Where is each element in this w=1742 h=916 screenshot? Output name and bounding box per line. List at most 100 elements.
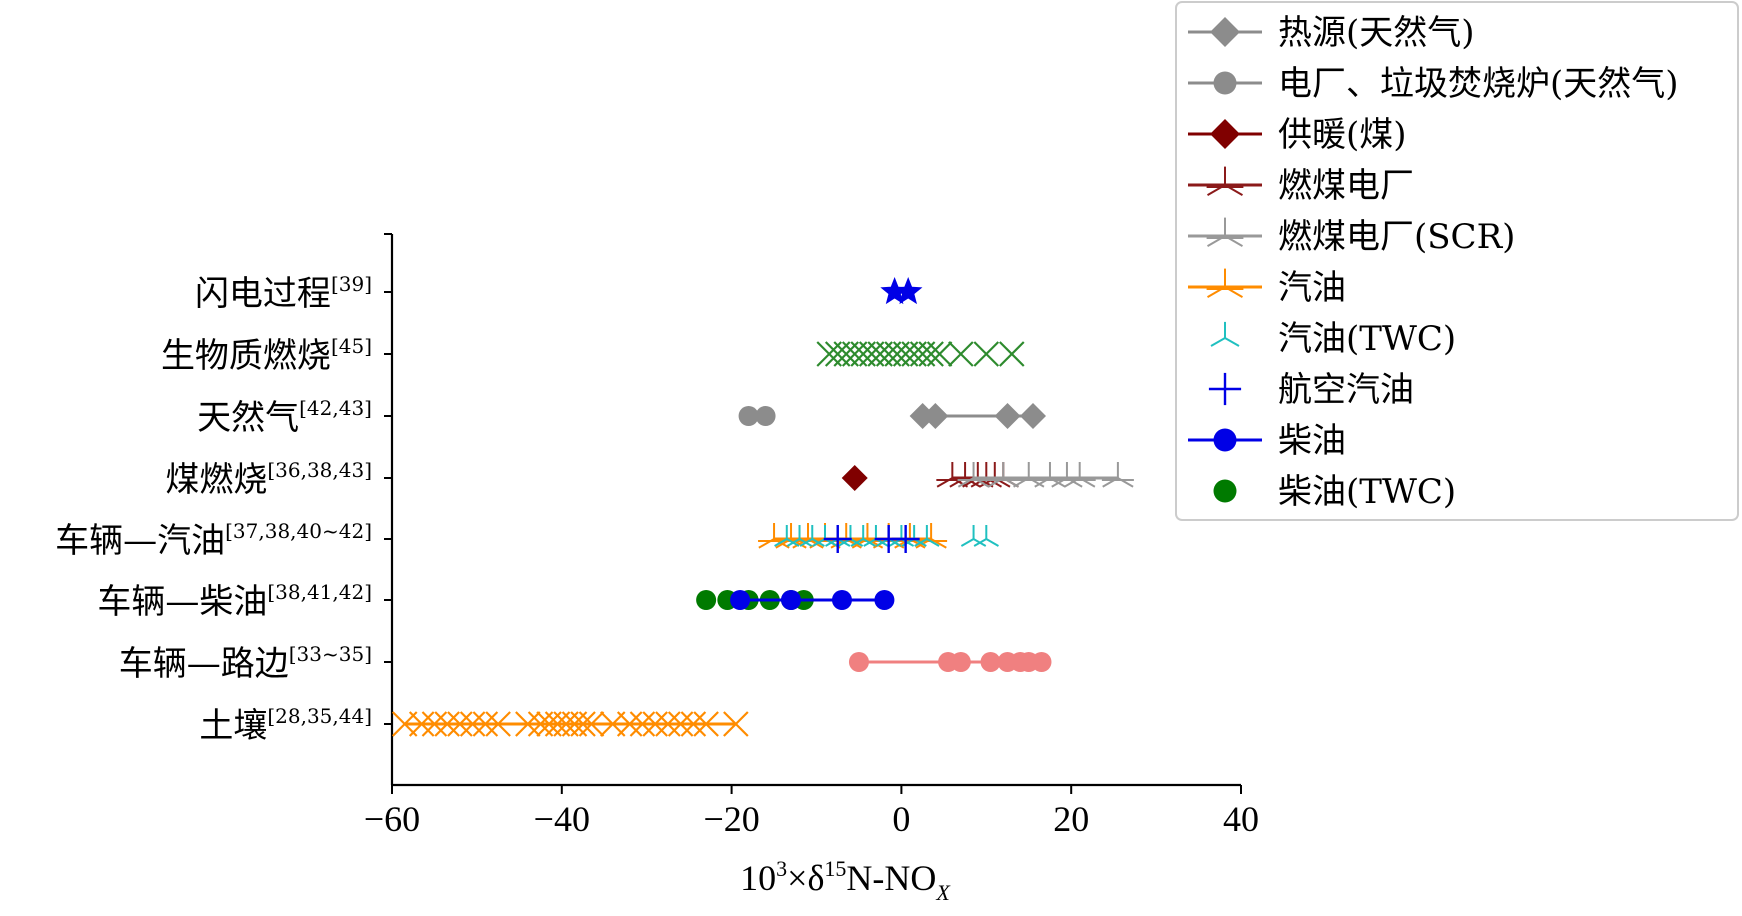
data-point	[1206, 268, 1244, 298]
data-point	[1063, 462, 1096, 488]
data-marks	[391, 277, 1134, 737]
data-point	[880, 277, 909, 305]
y-tick-label: 车辆—路边[33~35]	[119, 642, 372, 684]
legend-label: 燃煤电厂(SCR)	[1278, 217, 1515, 257]
legend-entry: 燃煤电厂(SCR)	[1188, 217, 1515, 257]
legend-frame	[1175, 1, 1739, 521]
legend-entry: 电厂、垃圾焚烧炉(天然气)	[1188, 64, 1679, 104]
x-tick-label: −40	[534, 799, 590, 839]
data-point	[1213, 71, 1237, 95]
legend-entry: 燃煤电厂	[1188, 166, 1414, 206]
data-point	[973, 525, 999, 547]
legend-entry: 热源(天然气)	[1188, 13, 1475, 53]
data-point	[1208, 372, 1242, 406]
data-point	[515, 711, 541, 737]
x-tick-label: 40	[1223, 799, 1259, 839]
series-12	[848, 652, 1052, 672]
legend-entry: 汽油(TWC)	[1210, 319, 1456, 359]
legend-entry: 柴油	[1188, 421, 1346, 461]
legend-label: 柴油(TWC)	[1278, 472, 1456, 512]
data-point	[950, 652, 971, 672]
y-tick-label: 车辆—汽油[37,38,40~42]	[55, 519, 372, 561]
data-point	[1019, 403, 1046, 429]
y-tick-label: 车辆—柴油[38,41,42]	[97, 580, 372, 622]
data-point	[891, 525, 920, 553]
x-tick-label: −20	[703, 799, 759, 839]
y-tick-label: 生物质燃烧[45]	[161, 334, 372, 376]
data-point	[680, 711, 707, 737]
data-point	[1210, 321, 1240, 347]
data-point	[758, 523, 791, 549]
data-point	[655, 711, 681, 737]
series-13	[391, 711, 749, 737]
data-point	[459, 711, 486, 737]
data-point	[629, 711, 656, 737]
legend-label: 燃煤电厂	[1278, 166, 1414, 206]
data-point	[837, 525, 864, 547]
x-tick-label: 20	[1053, 799, 1089, 839]
data-point	[998, 341, 1025, 367]
data-point	[485, 711, 511, 737]
x-tick-label: −60	[364, 799, 420, 839]
data-point	[696, 590, 717, 610]
data-point	[1210, 119, 1240, 149]
legend-label: 柴油	[1278, 421, 1346, 461]
legend-label: 汽油	[1278, 268, 1346, 308]
data-point	[1101, 462, 1134, 488]
y-axis-ticks: 闪电过程[39] 生物质燃烧[45] 天然气[42,43] 煤燃烧[36,38,43]…	[55, 272, 392, 746]
data-point	[421, 711, 448, 737]
data-point	[960, 525, 987, 547]
data-point	[570, 711, 596, 737]
data-point	[723, 711, 749, 737]
data-point	[799, 525, 825, 547]
legend-entry: 航空汽油	[1208, 370, 1414, 410]
series-1	[816, 341, 1025, 367]
y-tick-label: 天然气[42,43]	[197, 396, 372, 438]
data-point	[755, 406, 776, 426]
series-4	[841, 465, 868, 491]
series-11	[730, 590, 895, 610]
data-point	[841, 465, 868, 491]
data-point	[957, 462, 990, 488]
data-point	[774, 525, 800, 547]
data-point	[1031, 652, 1052, 672]
legend-label: 汽油(TWC)	[1278, 319, 1456, 359]
data-point	[472, 711, 499, 737]
data-point	[980, 652, 1001, 672]
series-0	[880, 277, 923, 305]
y-tick-label: 土壤[28,35,44]	[199, 704, 372, 746]
legend-label: 航空汽油	[1278, 370, 1414, 410]
data-point	[831, 590, 852, 610]
data-point	[848, 652, 869, 672]
data-point	[738, 406, 759, 426]
data-point	[781, 590, 802, 610]
legend-entry: 汽油	[1188, 268, 1346, 308]
data-point	[578, 711, 605, 737]
data-point	[926, 341, 953, 367]
data-point	[1206, 217, 1244, 247]
data-point	[1050, 462, 1083, 488]
data-point	[693, 711, 719, 737]
data-point	[850, 525, 876, 547]
legend-label: 热源(天然气)	[1278, 13, 1475, 53]
data-point	[918, 341, 944, 367]
y-tick-label: 闪电过程[39]	[195, 272, 372, 314]
data-point	[893, 277, 923, 305]
data-point	[616, 711, 643, 737]
data-point	[874, 590, 895, 610]
series-5	[936, 462, 1020, 488]
data-point	[922, 403, 949, 429]
legend-entry: 供暖(煤)	[1188, 115, 1407, 155]
data-point	[1210, 17, 1240, 47]
data-point	[914, 525, 940, 547]
data-point	[730, 590, 751, 610]
series-6	[957, 462, 1134, 488]
y-tick-label: 煤燃烧[36,38,43]	[165, 458, 372, 500]
data-point	[434, 711, 460, 737]
data-point	[812, 525, 838, 547]
legend-label: 供暖(煤)	[1278, 115, 1407, 155]
x-axis-ticks: −60 −40 −20 0 20 40	[364, 785, 1259, 839]
series-2	[738, 406, 776, 426]
